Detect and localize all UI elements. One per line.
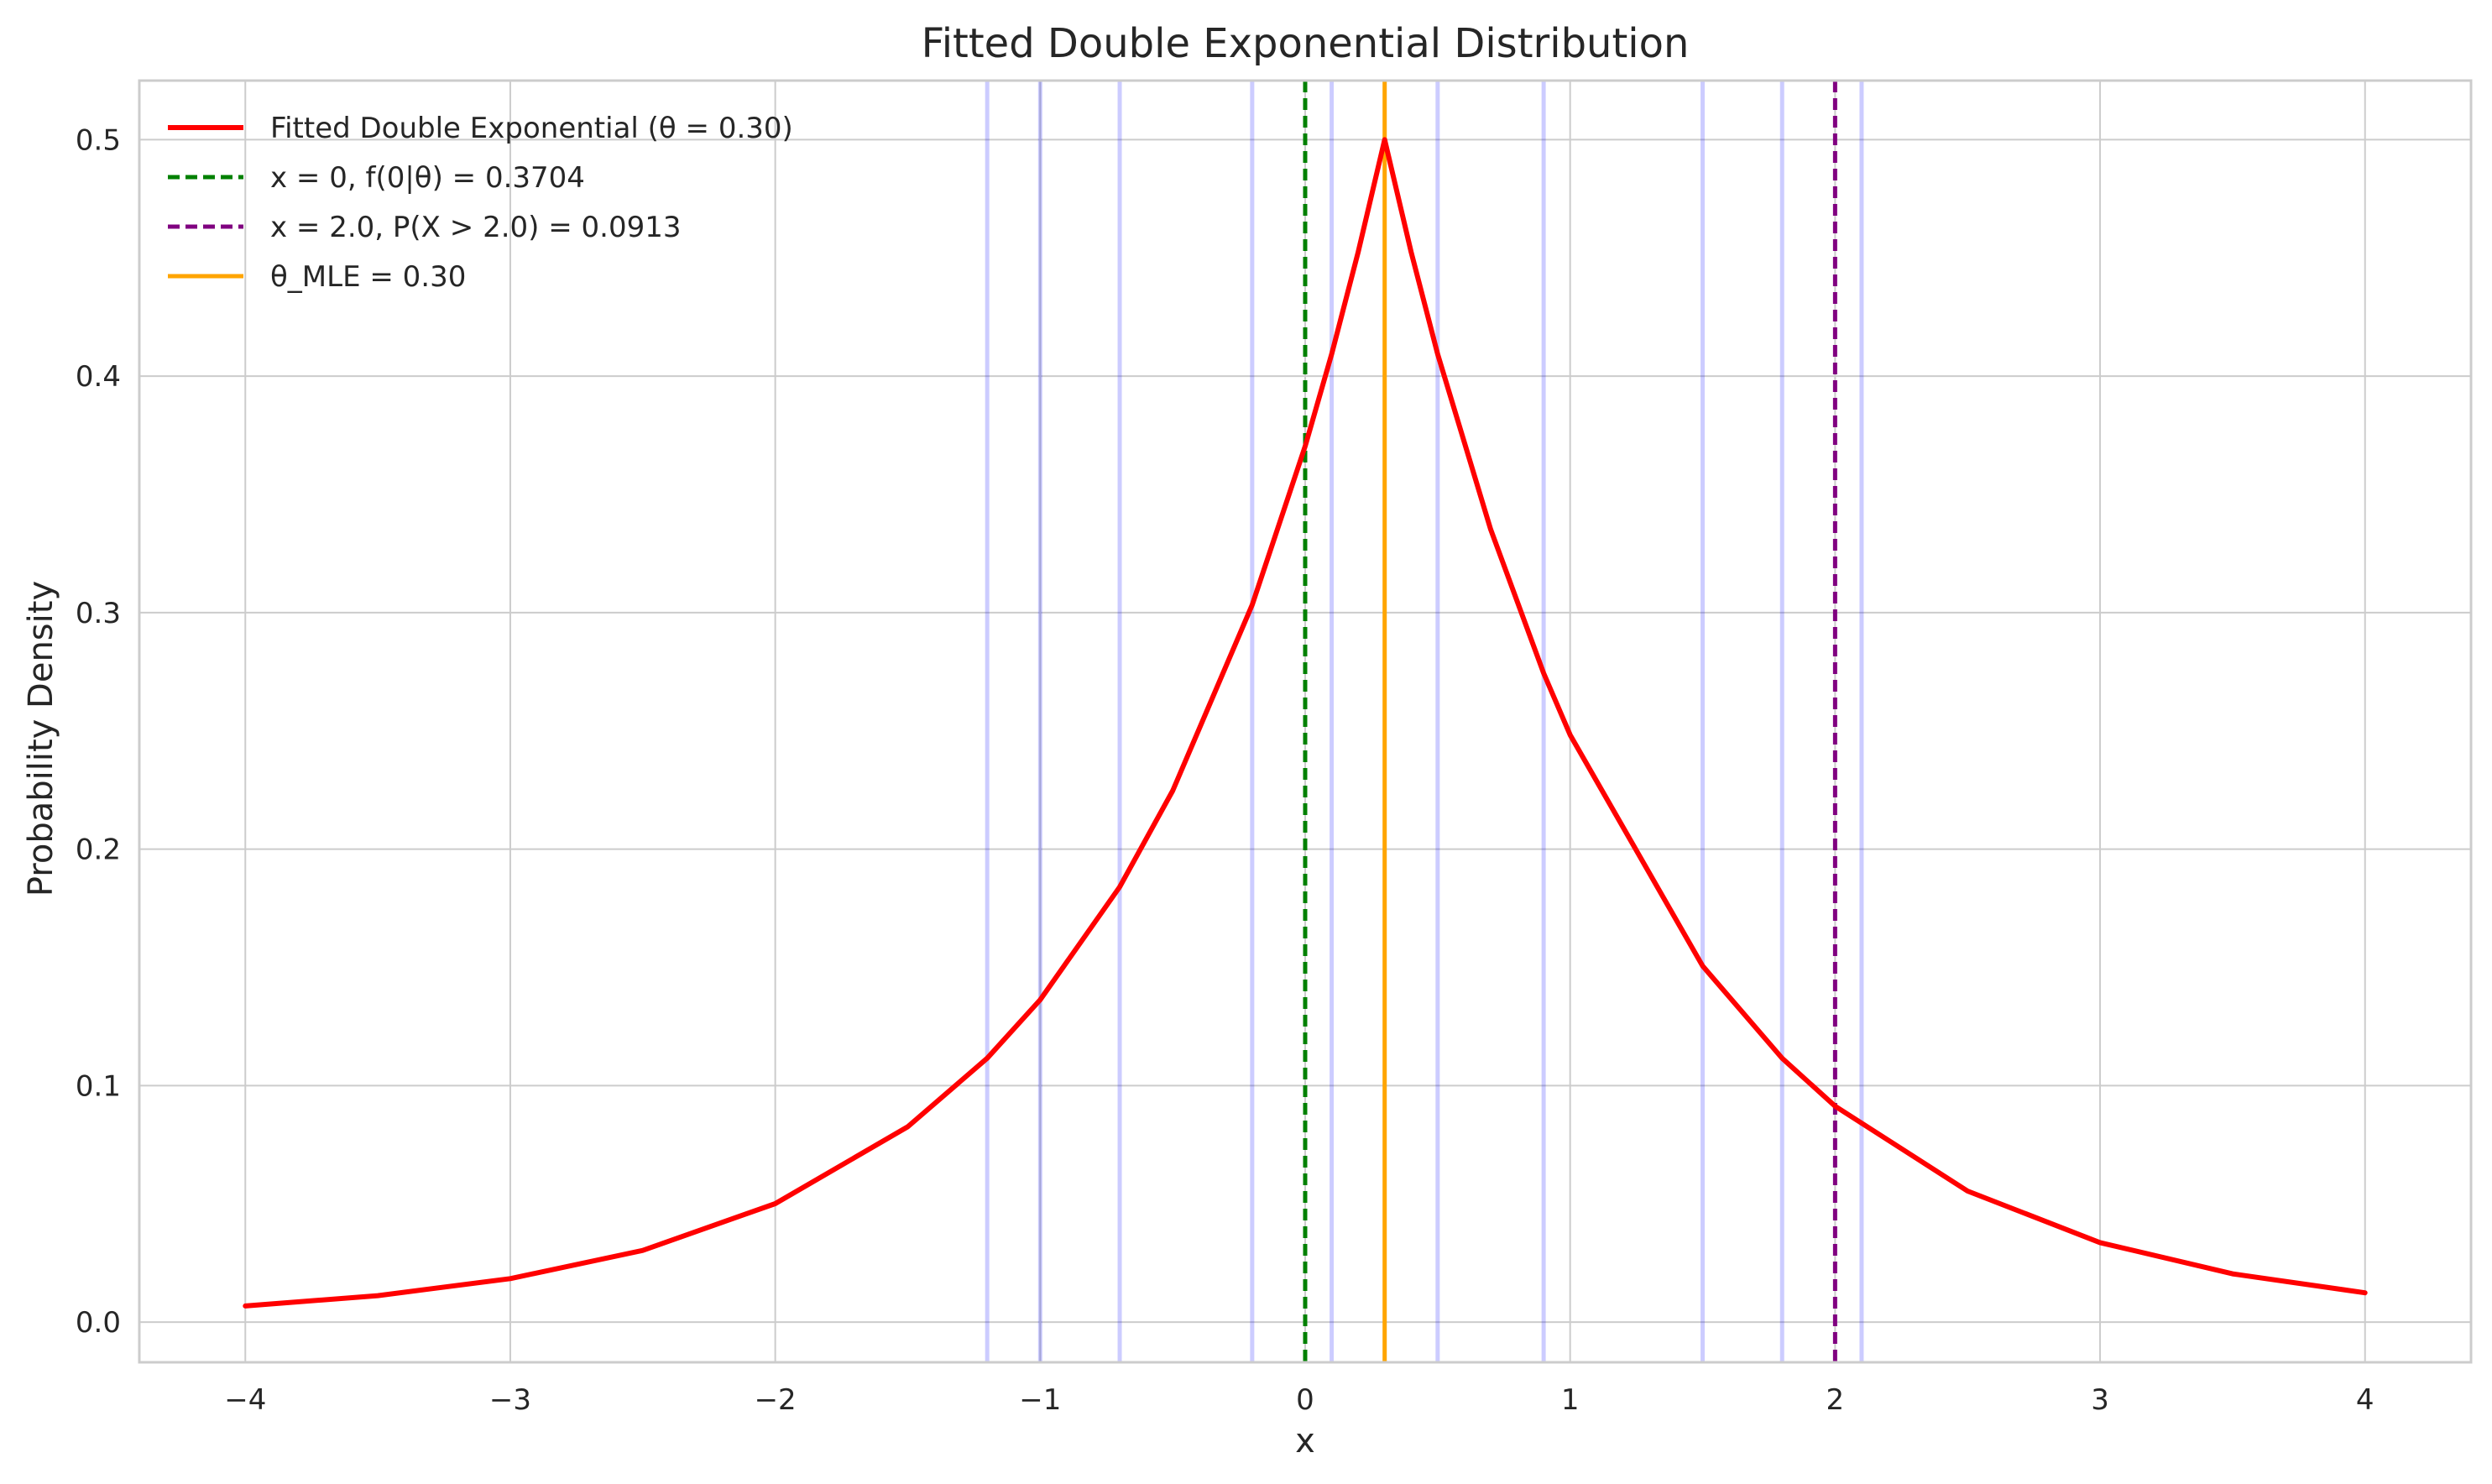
y-tick-label: 0.4 [76, 360, 121, 394]
x-tick-label: 1 [1561, 1383, 1580, 1417]
axes-frame [138, 79, 2473, 1364]
x-tick-label: 4 [2356, 1383, 2374, 1417]
legend-label: θ_MLE = 0.30 [270, 260, 466, 294]
data-rug [985, 81, 1864, 1362]
x-tick-label: −1 [1019, 1383, 1061, 1417]
x-tick-label: −3 [489, 1383, 531, 1417]
y-axis-label: Probability Density [22, 581, 60, 896]
x-tick-label: −4 [224, 1383, 266, 1417]
x-ticks: −4 −3 −2 −1 0 1 2 3 4 [224, 1383, 2374, 1417]
x-tick-label: 2 [1826, 1383, 1845, 1417]
y-tick-label: 0.5 [76, 123, 121, 157]
legend-label: Fitted Double Exponential (θ = 0.30) [270, 112, 793, 145]
series-lines [243, 137, 2368, 1309]
legend-label: x = 0, f(0|θ) = 0.3704 [270, 161, 585, 195]
y-tick-label: 0.3 [76, 597, 121, 630]
legend-label: x = 2.0, P(X > 2.0) = 0.0913 [270, 211, 681, 244]
x-tick-label: −2 [755, 1383, 797, 1417]
legend: Fitted Double Exponential (θ = 0.30) x = … [168, 112, 793, 294]
y-ticks: 0.0 0.1 0.2 0.3 0.4 0.5 [76, 123, 121, 1340]
chart-title: Fitted Double Exponential Distribution [922, 20, 1690, 67]
y-tick-label: 0.2 [76, 833, 121, 867]
x-tick-label: 3 [2091, 1383, 2109, 1417]
y-tick-label: 0.1 [76, 1069, 121, 1103]
axes-border [138, 79, 2473, 1364]
x-axis-label: x [1295, 1422, 1315, 1460]
series-line [243, 137, 2368, 1309]
vertical-lines [1303, 81, 1837, 1362]
y-tick-label: 0.0 [76, 1306, 121, 1340]
x-tick-label: 0 [1296, 1383, 1314, 1417]
